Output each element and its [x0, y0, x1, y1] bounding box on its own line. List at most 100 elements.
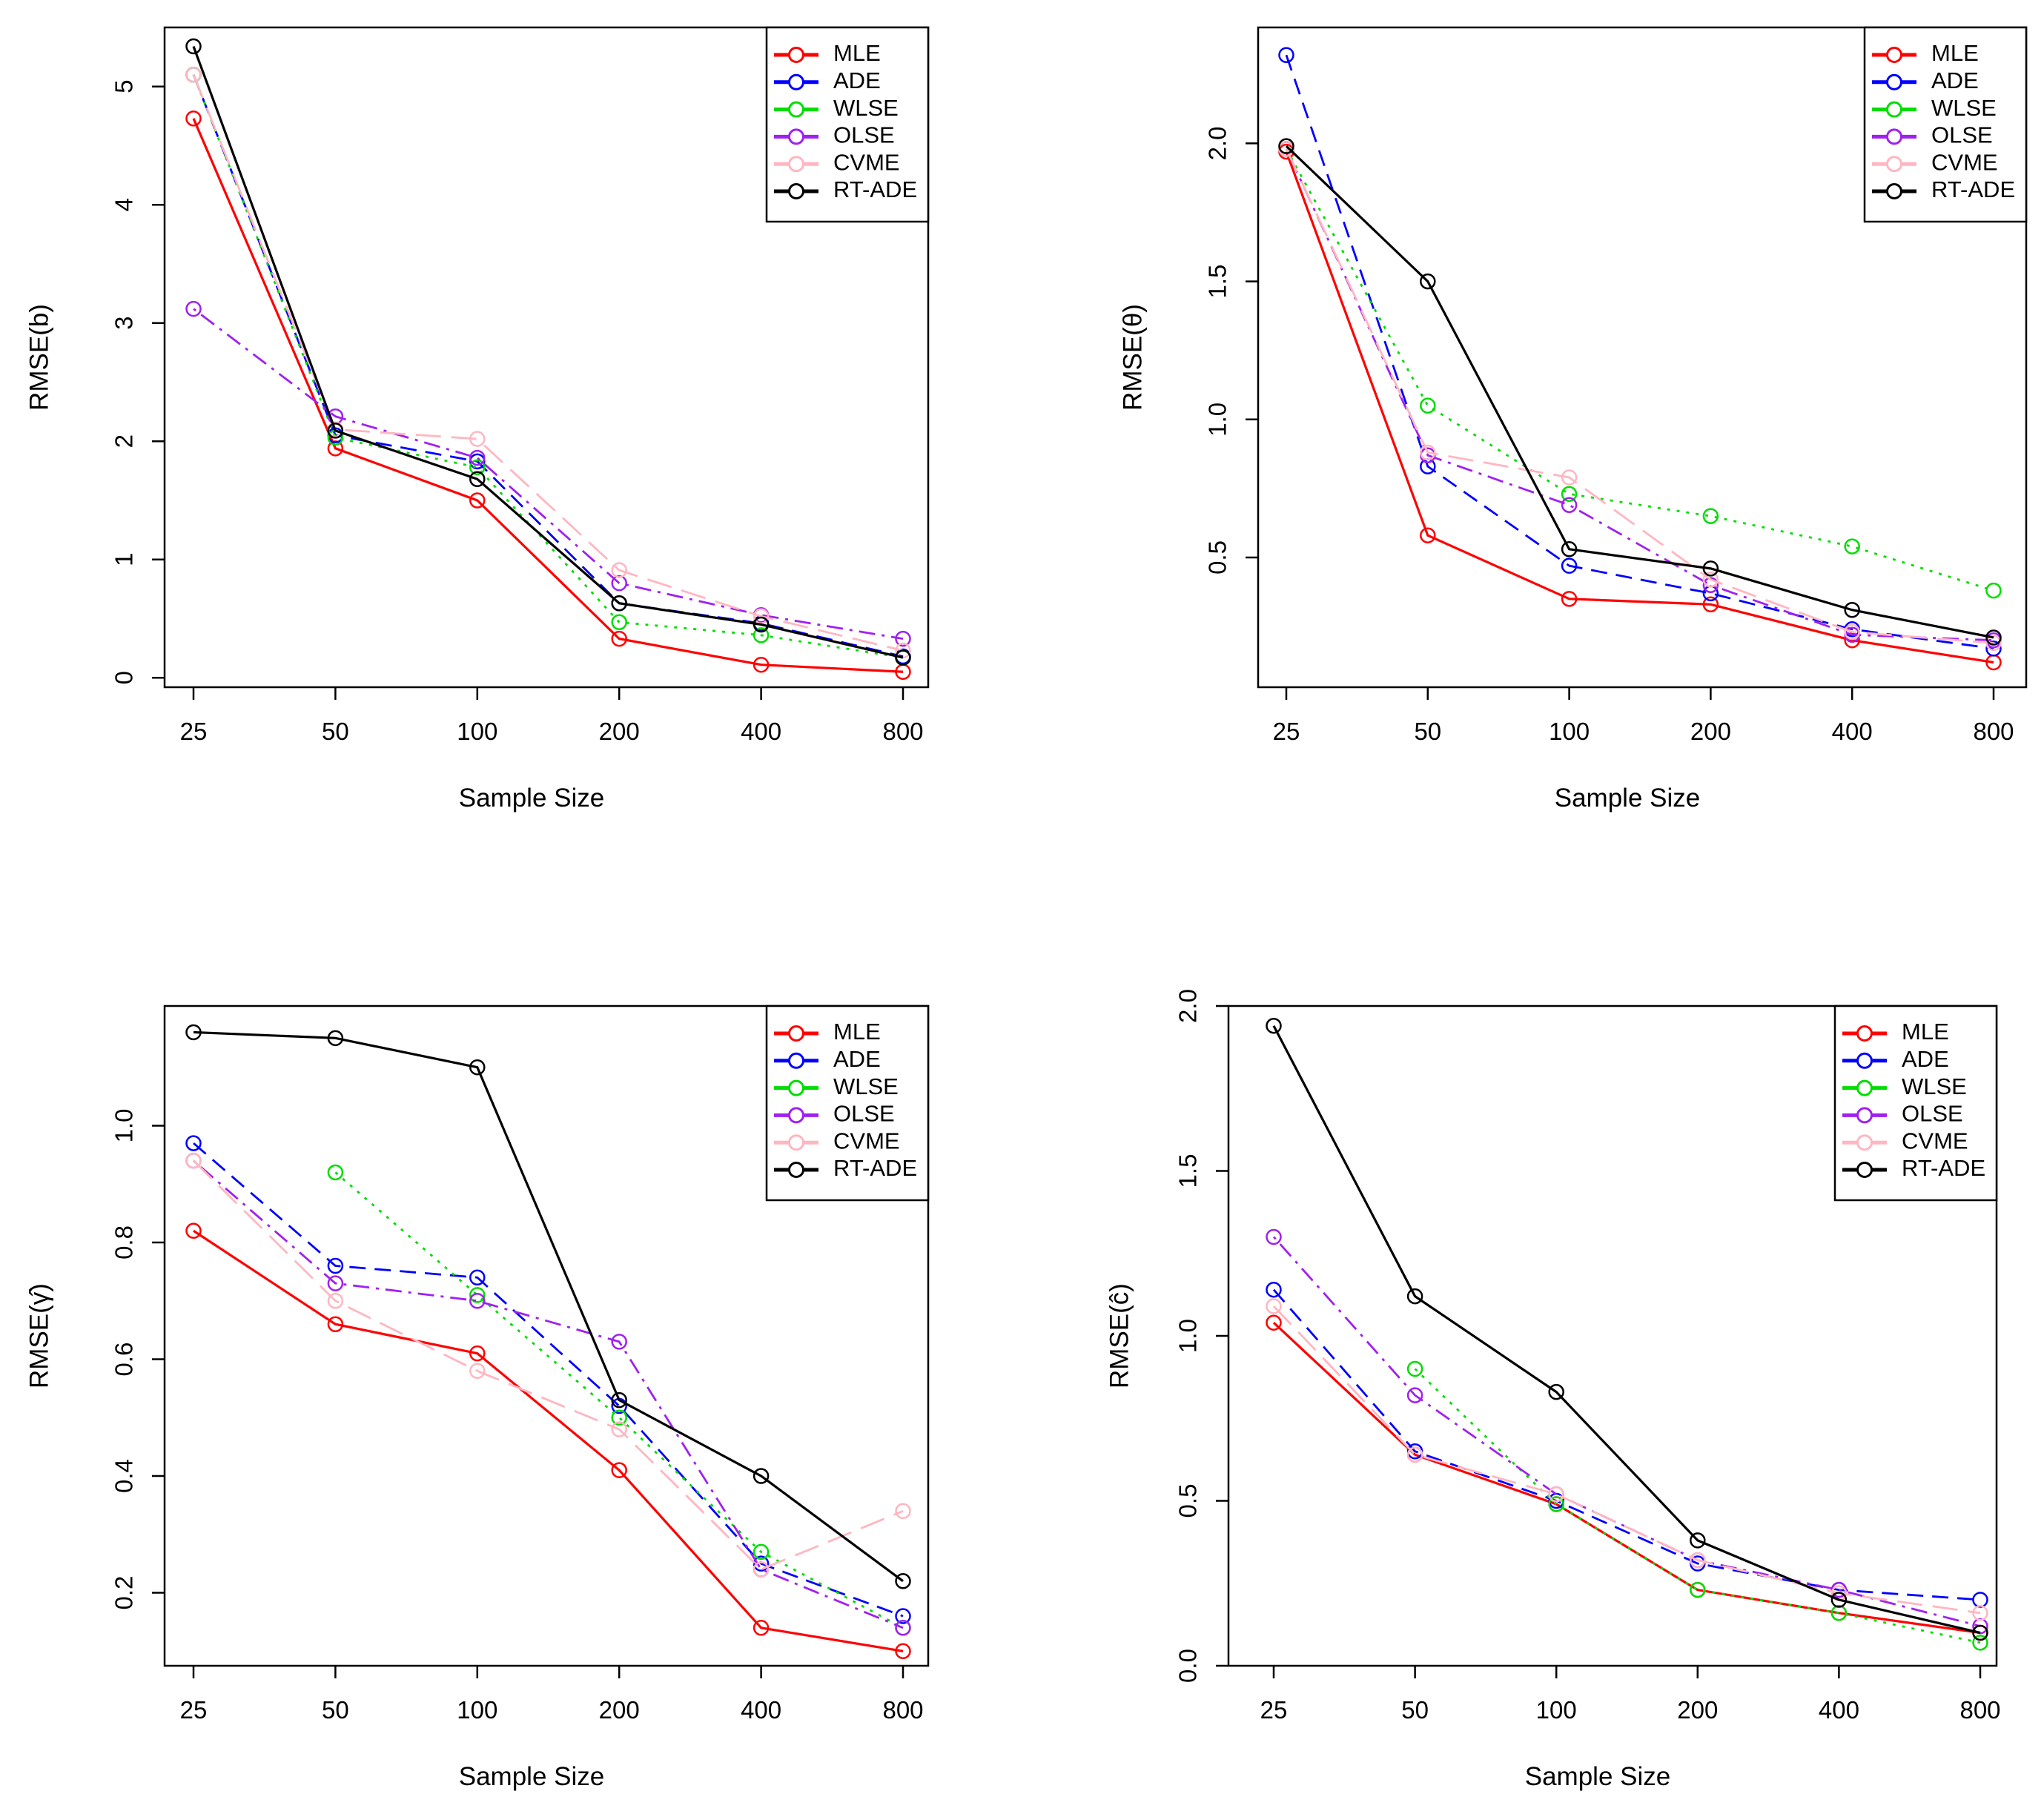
x-tick-label: 200 — [1677, 1696, 1718, 1724]
x-tick-label: 100 — [457, 1696, 497, 1724]
data-point — [1266, 1281, 1282, 1298]
data-point — [469, 1059, 486, 1076]
legend-entry-label: OLSE — [1931, 122, 1993, 148]
data-point — [1690, 1552, 1706, 1569]
series-line — [1414, 1368, 1981, 1644]
x-tick-label: 400 — [741, 1696, 781, 1724]
y-tick-label: 0.5 — [1174, 1484, 1202, 1518]
data-point — [185, 1024, 202, 1041]
data-point — [611, 1334, 627, 1350]
data-point — [753, 608, 770, 625]
data-point — [1420, 527, 1436, 543]
data-point — [469, 492, 486, 509]
data-point — [1844, 623, 1860, 641]
data-point — [185, 110, 202, 127]
x-tick-label: 800 — [1959, 1696, 2000, 1724]
x-tick-label: 800 — [1973, 718, 2014, 745]
data-point — [327, 440, 344, 457]
data-point — [327, 1275, 344, 1291]
data-point — [1278, 138, 1294, 154]
data-point — [185, 38, 202, 55]
data-point — [1844, 538, 1860, 555]
legend-swatch-marker — [788, 128, 804, 145]
data-point — [753, 616, 770, 633]
data-point — [469, 1269, 486, 1285]
legend-swatch-marker — [1886, 47, 1902, 63]
x-tick-label: 25 — [1273, 718, 1300, 745]
data-point — [469, 1363, 486, 1380]
legend-swatch-marker — [788, 1025, 804, 1042]
data-point — [895, 630, 911, 647]
series-line — [1285, 148, 1994, 644]
data-point — [1972, 1635, 1988, 1651]
data-point — [1561, 486, 1578, 503]
chart-panel-4: 0.0 0.5 1.0 1.5 2.0 25 50 100 200 400 800 Sample Si… — [1105, 989, 2000, 1791]
legend-entry-label: CVME — [833, 149, 900, 175]
data-point — [327, 1292, 344, 1309]
legend-entry-label: WLSE — [833, 1073, 899, 1099]
data-point — [895, 1503, 911, 1520]
data-point — [753, 1555, 770, 1572]
data-point — [1985, 582, 2002, 599]
data-point — [185, 67, 202, 83]
legend-entry-label: MLE — [833, 1019, 881, 1045]
x-tick-label: 200 — [599, 1696, 640, 1724]
series-ade — [185, 1135, 911, 1624]
data-point — [1972, 1592, 1988, 1608]
chart-panel-3: 0.2 0.4 0.6 0.8 1.0 25 50 100 200 400 800 Sample Si… — [24, 1005, 930, 1791]
x-tick-label: 400 — [741, 718, 781, 745]
data-point — [611, 1391, 627, 1409]
y-tick-label: 2.0 — [1174, 989, 1202, 1023]
data-point — [1420, 397, 1436, 414]
y-tick-label: 0.8 — [110, 1225, 138, 1260]
data-point — [753, 627, 770, 643]
series-rt-ade — [185, 38, 911, 666]
series-line — [193, 1229, 904, 1652]
legend-entry-label: RT-ADE — [1931, 176, 2015, 202]
data-point — [327, 423, 344, 439]
legend-entry-label: CVME — [1931, 149, 1998, 175]
x-tick-label: 25 — [180, 1696, 208, 1724]
data-point — [1561, 591, 1578, 607]
chart-panel-2: 0.5 1.0 1.5 2.0 25 50 100 200 400 800 Sample Size R… — [1118, 26, 2028, 812]
legend-entry-label: CVME — [833, 1128, 900, 1154]
x-tick-label: 800 — [882, 1696, 923, 1724]
series-line — [1272, 1025, 1981, 1635]
x-axis-label: Sample Size — [459, 1762, 604, 1791]
legend-entry-label: RT-ADE — [833, 1155, 917, 1181]
data-point — [1844, 632, 1860, 649]
series-line — [192, 74, 904, 652]
series-rt-ade — [1266, 1017, 1988, 1641]
x-tick-label: 25 — [180, 718, 208, 745]
legend-swatch-marker — [1856, 1162, 1873, 1178]
x-tick-label: 200 — [599, 718, 640, 745]
y-tick-label: 1.0 — [1174, 1319, 1202, 1353]
series-line — [1285, 145, 1994, 639]
series-olse — [1266, 1228, 1988, 1635]
x-tick-label: 50 — [322, 718, 349, 745]
data-point — [611, 1409, 627, 1426]
y-tick-label: 1.5 — [1174, 1154, 1202, 1188]
data-point — [185, 1152, 202, 1169]
data-point — [611, 614, 627, 631]
y-tick-label: 1 — [110, 553, 138, 566]
data-point — [1548, 1496, 1564, 1512]
series-mle — [1266, 1314, 1988, 1641]
legend-swatch-marker — [788, 47, 804, 63]
legend-entry-label: MLE — [1902, 1019, 1949, 1045]
data-point — [1702, 577, 1719, 593]
series-line — [193, 308, 904, 640]
data-point — [1985, 641, 2002, 657]
x-tick-label: 800 — [882, 718, 923, 745]
legend-swatch-marker — [1856, 1107, 1873, 1124]
legend-entry-label: RT-ADE — [1902, 1155, 1985, 1181]
data-point — [1561, 541, 1578, 557]
data-point — [1406, 1446, 1423, 1463]
legend-swatch-marker — [788, 1052, 804, 1069]
legend-entry-label: ADE — [833, 67, 881, 93]
legend-swatch-marker — [1886, 156, 1902, 173]
legend-entry-label: CVME — [1902, 1128, 1968, 1154]
series-line — [193, 1142, 904, 1618]
data-point — [895, 649, 911, 666]
